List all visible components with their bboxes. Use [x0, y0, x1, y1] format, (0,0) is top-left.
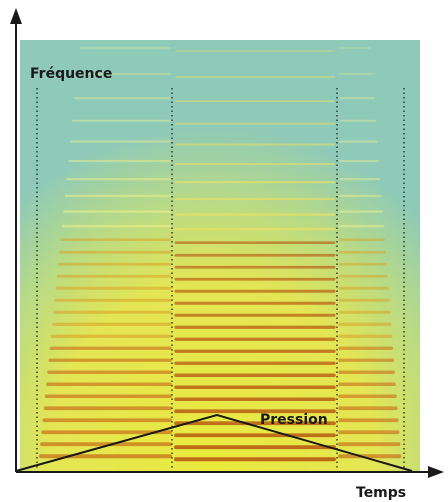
- y-arrow: [10, 8, 22, 24]
- y-axis-label: Fréquence: [30, 66, 112, 82]
- x-arrow: [428, 466, 444, 478]
- diagram: Fréquence Pression Temps: [0, 0, 448, 502]
- x-axis-label: Temps: [356, 485, 406, 501]
- curve-label: Pression: [260, 412, 328, 428]
